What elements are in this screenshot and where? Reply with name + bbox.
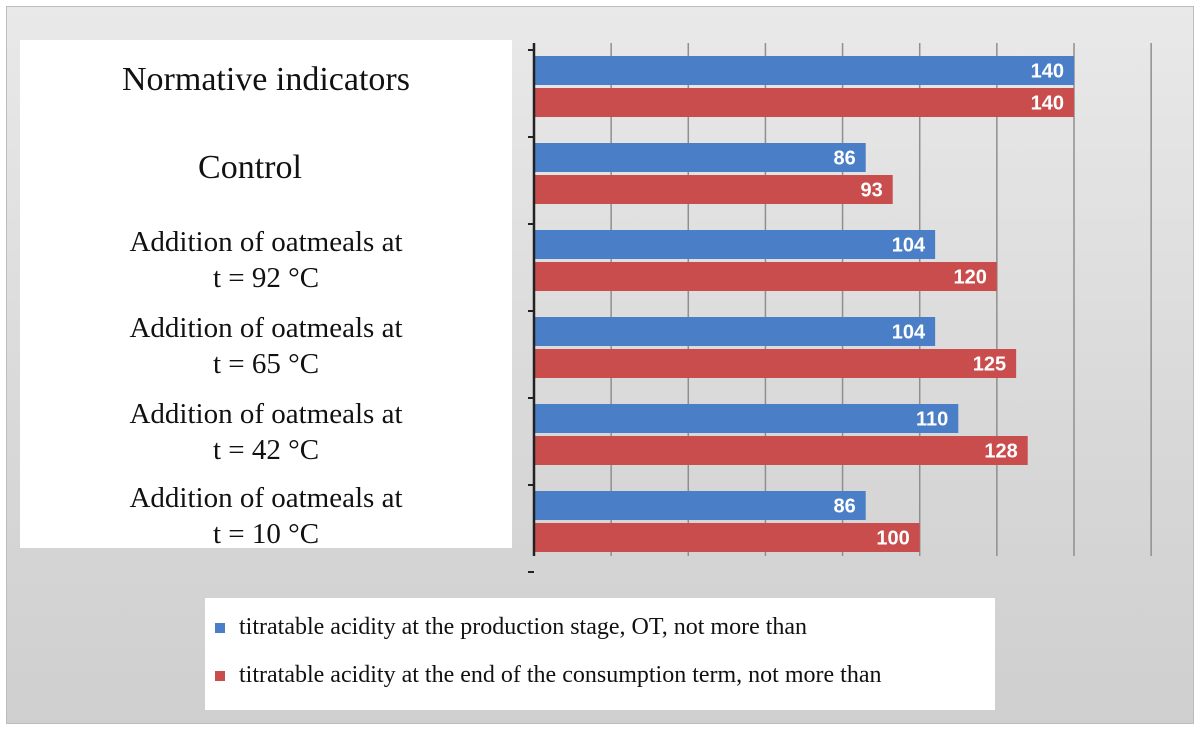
bar-production — [534, 230, 936, 259]
category-label-10c: Addition of oatmeals at t = 10 °C — [20, 480, 512, 552]
bar-value-label: 128 — [984, 441, 1017, 463]
legend-swatch-blue — [215, 622, 225, 633]
bar-consumption — [534, 523, 920, 552]
bar-value-label: 104 — [892, 235, 926, 257]
bar-consumption — [534, 262, 997, 291]
bar-consumption — [534, 349, 1017, 378]
bar-value-label: 93 — [860, 180, 882, 202]
bar-value-label: 100 — [876, 528, 909, 550]
legend — [205, 598, 995, 710]
category-label-line: t = 92 °C — [212, 262, 320, 294]
category-label-line: Control — [198, 149, 302, 186]
category-label-panel: Normative indicators Control Addition of… — [20, 40, 512, 550]
category-label-line: t = 42 °C — [212, 434, 320, 466]
category-label-line: t = 10 °C — [212, 518, 320, 550]
bar-production — [534, 56, 1074, 85]
category-label-control: Control — [20, 150, 480, 186]
legend-item-production: titratable acidity at the production sta… — [215, 614, 807, 641]
category-label-line: Addition of oatmeals at — [129, 226, 403, 258]
category-label-line: Normative indicators — [122, 61, 410, 98]
bar-value-label: 120 — [953, 267, 986, 289]
bar-value-label: 125 — [973, 354, 1006, 376]
legend-label-consumption: titratable acidity at the end of the con… — [239, 662, 882, 688]
bar-value-label: 104 — [892, 322, 926, 344]
bar-production — [534, 317, 936, 346]
category-label-line: Addition of oatmeals at — [129, 312, 403, 344]
bar-production — [534, 491, 866, 520]
bar-consumption — [534, 88, 1074, 117]
bar-value-label: 86 — [833, 148, 855, 170]
bar-value-label: 140 — [1031, 61, 1064, 83]
bar-consumption — [534, 436, 1028, 465]
bar-production — [534, 143, 866, 172]
category-label-line: Addition of oatmeals at — [129, 398, 403, 430]
bar-value-label: 86 — [833, 496, 855, 518]
bar-value-label: 140 — [1031, 93, 1064, 115]
legend-swatch-red — [215, 670, 225, 681]
bar-value-label: 110 — [916, 409, 948, 431]
legend-label-production: titratable acidity at the production sta… — [239, 614, 808, 640]
category-label-line: Addition of oatmeals at — [129, 482, 403, 514]
category-label-line: t = 65 °C — [212, 348, 320, 380]
category-label-92c: Addition of oatmeals at t = 92 °C — [20, 224, 512, 296]
category-label-65c: Addition of oatmeals at t = 65 °C — [20, 310, 512, 382]
bar-production — [534, 404, 959, 433]
bar-consumption — [534, 175, 893, 204]
category-label-normative: Normative indicators — [20, 62, 512, 98]
legend-item-consumption: titratable acidity at the end of the con… — [215, 662, 881, 689]
category-label-42c: Addition of oatmeals at t = 42 °C — [20, 396, 512, 468]
